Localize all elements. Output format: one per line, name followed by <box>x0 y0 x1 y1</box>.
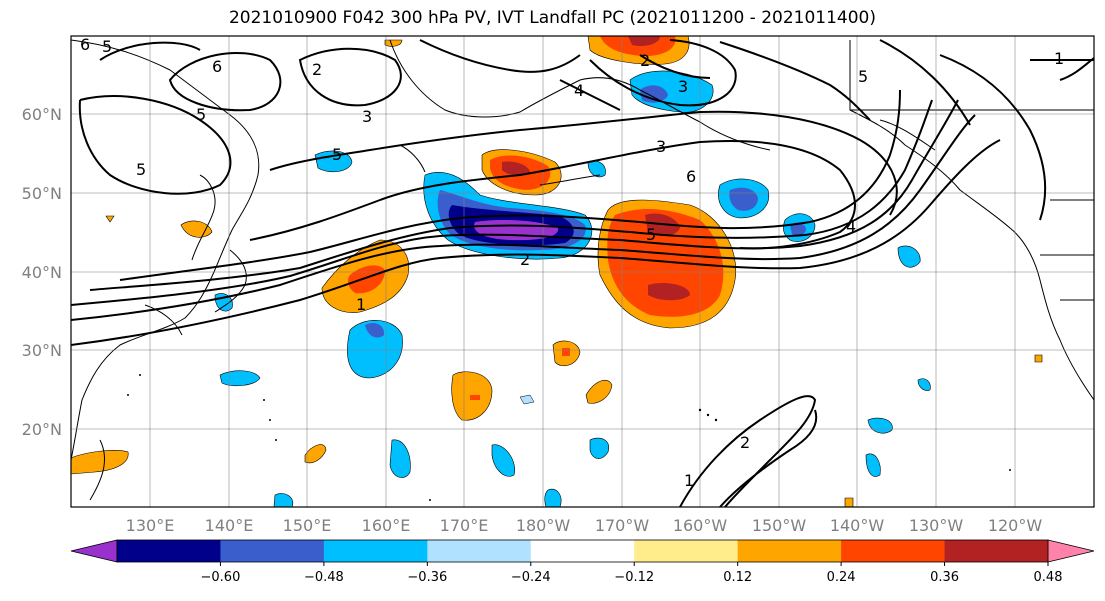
lon-label: 130°E <box>126 516 175 535</box>
lon-label: 120°W <box>988 516 1043 535</box>
colorbar-extend-high <box>1047 539 1095 563</box>
colorbar-segment <box>841 540 946 562</box>
colorbar-tick-label: 0.48 <box>1034 570 1063 585</box>
lon-label: 150°E <box>283 516 332 535</box>
islands <box>127 374 1011 501</box>
latitude-labels: 60°N 50°N 40°N 30°N 20°N <box>22 105 62 439</box>
lon-label: 140°W <box>830 516 885 535</box>
contour-label: 3 <box>678 77 688 96</box>
anomaly-shading <box>71 36 1043 507</box>
colorbar-frame <box>116 539 1049 563</box>
colorbar-extend-low <box>70 539 118 563</box>
lat-label: 50°N <box>22 184 62 203</box>
contour-label: 1 <box>684 471 694 490</box>
lat-label: 30°N <box>22 341 62 360</box>
lat-label: 20°N <box>22 420 62 439</box>
contour-label: 5 <box>102 37 112 56</box>
contour-label: 5 <box>646 225 656 244</box>
contour-label: 6 <box>686 167 696 186</box>
contour-label: 6 <box>212 57 222 76</box>
contour-label: 2 <box>740 433 750 452</box>
colorbar-tick-label: −0.36 <box>407 570 447 585</box>
lon-label: 160°E <box>362 516 411 535</box>
colorbar-segment <box>944 540 1049 562</box>
lon-label: 160°W <box>673 516 728 535</box>
contour-label: 4 <box>846 217 856 236</box>
graticule <box>71 36 1094 507</box>
colorbar-tick-label: 0.36 <box>930 570 959 585</box>
map-frame <box>70 35 1095 508</box>
colorbar-tick-label: 0.24 <box>827 570 856 585</box>
colorbar-tick-label: −0.24 <box>511 570 551 585</box>
pv-contours <box>71 39 1094 507</box>
contour-label: 5 <box>196 105 206 124</box>
contour-label: 3 <box>656 137 666 156</box>
colorbar: −0.60 −0.48 −0.36 −0.24 −0.12 0.12 0.24 0.36 0.4… <box>70 539 1095 585</box>
colorbar-segment <box>427 540 532 562</box>
contour-label: 6 <box>80 35 90 54</box>
colorbar-tick-label: −0.12 <box>614 570 654 585</box>
colorbar-segment <box>634 540 739 562</box>
contour-label: 2 <box>520 250 530 269</box>
contour-label: 5 <box>858 67 868 86</box>
contour-label: 4 <box>574 81 584 100</box>
contour-label: 2 <box>312 60 322 79</box>
map-area <box>71 36 1094 507</box>
colorbar-tick-label: 0.12 <box>723 570 752 585</box>
figure-title: 2021010900 F042 300 hPa PV, IVT Landfall… <box>228 8 876 28</box>
contour-label: 5 <box>136 160 146 179</box>
colorbar-segment <box>737 540 842 562</box>
contour-label: 5 <box>332 145 342 164</box>
contour-labels: 6 5 6 5 2 5 3 5 3 6 4 5 2 1 5 2 1 2 3 4 … <box>80 35 1064 490</box>
lon-label: 130°W <box>909 516 964 535</box>
lon-label: 150°W <box>752 516 807 535</box>
lon-label: 170°W <box>595 516 650 535</box>
colorbar-segment <box>220 540 325 562</box>
contour-label: 1 <box>1054 49 1064 68</box>
contour-label: 3 <box>362 107 372 126</box>
lat-label: 60°N <box>22 105 62 124</box>
colorbar-segment <box>323 540 428 562</box>
lon-label: 180°W <box>516 516 571 535</box>
lat-label: 40°N <box>22 263 62 282</box>
colorbar-segment <box>117 540 221 562</box>
contour-label: 2 <box>640 51 650 70</box>
lon-label: 170°E <box>440 516 489 535</box>
colorbar-tick-label: −0.48 <box>304 570 344 585</box>
colorbar-segment <box>530 540 635 562</box>
lon-label: 140°E <box>205 516 254 535</box>
longitude-labels: 130°E 140°E 150°E 160°E 170°E 180°W 170°… <box>126 516 1043 535</box>
contour-label: 1 <box>356 295 366 314</box>
colorbar-tick-label: −0.60 <box>201 570 241 585</box>
